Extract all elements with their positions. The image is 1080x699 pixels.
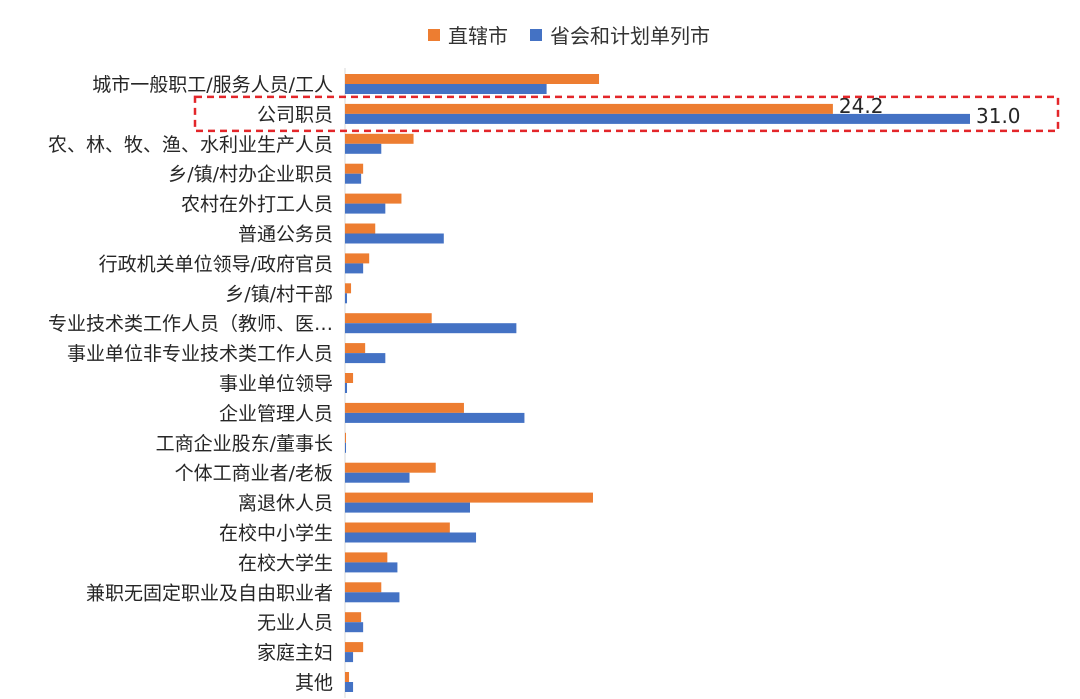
bar-series-0: [345, 642, 364, 653]
bar-series-0: [345, 373, 354, 383]
bar-series-1: [345, 412, 525, 423]
bar-series-0: [345, 552, 388, 563]
category-label: 事业单位非专业技术类工作人员: [67, 343, 333, 365]
bar-series-1: [345, 173, 362, 184]
bar-series-1: [345, 84, 547, 94]
bar-series-0: [345, 492, 593, 503]
bar-series-0: [345, 223, 376, 234]
legend-label-series-1: 省会和计划单列市: [550, 24, 710, 48]
bar-series-1: [345, 383, 348, 393]
category-label: 农、林、牧、渔、水利业生产人员: [48, 134, 333, 156]
bar-series-0: [345, 462, 436, 473]
category-label: 兼职无固定职业及自由职业者: [86, 582, 333, 604]
bar-series-0: [345, 402, 464, 413]
category-label: 农村在外打工人员: [181, 194, 333, 216]
bar-series-0: [345, 163, 364, 174]
bar-series-0: [345, 74, 600, 84]
bar-series-0: [345, 672, 350, 682]
legend-swatch-series-1: [530, 28, 542, 41]
legend-item-series-0: 直辖市: [428, 20, 508, 49]
bar-series-1: [345, 353, 386, 364]
category-label: 乡/镇/村干部: [225, 283, 333, 305]
bar-series-1: [345, 532, 477, 543]
category-label: 城市一般职工/服务人员/工人: [92, 74, 333, 96]
category-label: 事业单位领导: [219, 373, 333, 395]
bar-series-0: [345, 582, 382, 593]
category-label: 个体工商业者/老板: [175, 463, 333, 485]
category-label: 在校大学生: [238, 552, 333, 574]
category-label: 离退休人员: [238, 493, 333, 515]
bar-series-0: [345, 612, 362, 623]
bar-series-1: [345, 562, 398, 573]
bar-series-1: [345, 323, 517, 334]
bar-series-1: [345, 113, 970, 124]
data-label: 31.0: [976, 104, 1021, 128]
category-label: 工商企业股东/董事长: [156, 433, 333, 455]
bar-series-1: [345, 652, 354, 663]
legend-label-series-0: 直辖市: [448, 24, 508, 48]
category-label: 乡/镇/村办企业职员: [168, 164, 333, 186]
bar-series-1: [345, 472, 410, 483]
category-label: 在校中小学生: [219, 523, 333, 545]
category-label: 普通公务员: [238, 224, 333, 246]
chart-legend: 直辖市 省会和计划单列市: [428, 20, 732, 49]
category-label: 无业人员: [257, 612, 333, 634]
bar-series-1: [345, 233, 444, 244]
bar-series-1: [345, 622, 364, 633]
bar-series-0: [345, 103, 833, 114]
bar-series-0: [345, 313, 432, 324]
bar-series-1: [345, 263, 364, 274]
bar-series-1: [345, 682, 354, 692]
bar-series-1: [345, 592, 400, 603]
bar-series-0: [345, 253, 370, 264]
category-label: 行政机关单位领导/政府官员: [99, 253, 333, 275]
bar-series-1: [345, 502, 470, 513]
legend-swatch-series-0: [428, 28, 440, 41]
bar-series-1: [345, 293, 348, 304]
legend-item-series-1: 省会和计划单列市: [530, 20, 710, 49]
bar-series-0: [345, 283, 352, 294]
category-label: 专业技术类工作人员（教师、医…: [48, 313, 333, 335]
category-label: 企业管理人员: [219, 403, 333, 425]
bar-series-1: [345, 442, 347, 453]
highlight-box: [193, 95, 1060, 133]
bar-series-1: [345, 203, 386, 214]
bar-series-0: [345, 522, 450, 533]
bar-series-0: [345, 193, 402, 204]
bar-series-0: [345, 432, 347, 443]
category-label: 其他: [295, 672, 333, 694]
category-label: 家庭主妇: [257, 642, 333, 664]
bar-series-0: [345, 343, 366, 354]
category-label: 公司职员: [257, 104, 333, 126]
bar-series-0: [345, 133, 414, 144]
bar-series-1: [345, 143, 382, 154]
